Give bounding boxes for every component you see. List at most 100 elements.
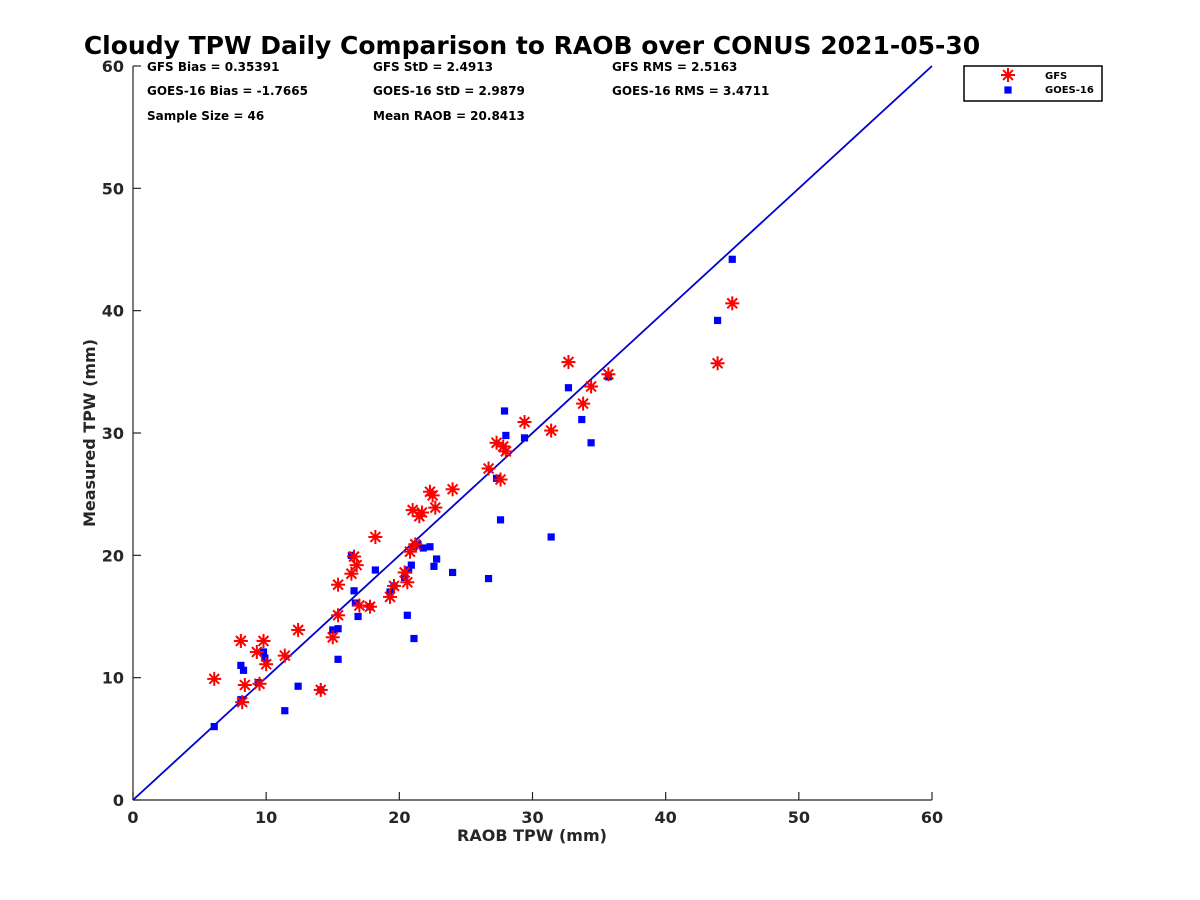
gfs-point xyxy=(408,537,423,552)
goes16-point xyxy=(237,661,245,670)
goes16-point xyxy=(430,562,438,570)
goes16-point xyxy=(547,533,555,541)
goes16-point xyxy=(281,707,289,715)
goes16-point xyxy=(728,255,736,263)
y-tick-label: 60 xyxy=(102,57,124,76)
goes-bias-stat: GOES-16 Bias = -1.7665 xyxy=(147,84,308,98)
gfs-point xyxy=(233,633,248,648)
gfs-point xyxy=(256,633,271,648)
gfs-point xyxy=(428,500,443,515)
gfs-point xyxy=(725,296,740,311)
goes16-point xyxy=(347,551,355,559)
y-tick-label: 50 xyxy=(102,179,124,198)
goes16-point xyxy=(484,574,493,583)
reference-line xyxy=(132,65,933,801)
goes16-point xyxy=(492,474,501,482)
gfs-point xyxy=(517,414,532,429)
goes16-point xyxy=(239,666,248,674)
gfs-point xyxy=(352,598,367,613)
gfs-point xyxy=(252,676,267,691)
gfs-point xyxy=(498,444,513,459)
gfs-bias-stat: GFS Bias = 0.35391 xyxy=(147,60,279,74)
gfs-point xyxy=(710,356,725,371)
goes16-point xyxy=(294,682,302,690)
x-tick-label: 40 xyxy=(655,808,677,827)
gfs-point xyxy=(402,544,417,559)
y-tick-label: 10 xyxy=(102,669,124,688)
gfs-point xyxy=(481,461,496,476)
legend-gfs-marker xyxy=(1001,68,1015,82)
goes16-point xyxy=(371,566,379,574)
gfs-point xyxy=(576,396,591,411)
goes16-point xyxy=(714,316,722,325)
goes16-point xyxy=(587,439,595,447)
goes16-point xyxy=(502,431,510,440)
gfs-point xyxy=(400,575,415,590)
goes16-point xyxy=(426,543,434,551)
goes16-point xyxy=(407,561,415,569)
y-tick-label: 40 xyxy=(102,302,124,321)
gfs-rms-stat: GFS RMS = 2.5163 xyxy=(612,60,737,74)
chart-title: Cloudy TPW Daily Comparison to RAOB over… xyxy=(84,31,980,60)
goes16-point xyxy=(496,516,505,524)
x-tick-label: 0 xyxy=(127,808,138,827)
goes16-point xyxy=(419,544,427,552)
goes16-point xyxy=(520,434,529,442)
gfs-point xyxy=(414,505,429,520)
goes16-point xyxy=(564,384,573,392)
goes-rms-stat: GOES-16 RMS = 3.4711 xyxy=(612,84,769,98)
gfs-point xyxy=(425,488,440,503)
y-tick-label: 0 xyxy=(113,791,124,810)
gfs-point xyxy=(544,423,559,438)
goes16-point xyxy=(210,723,218,731)
x-tick-label: 30 xyxy=(521,808,543,827)
gfs-point xyxy=(249,644,264,659)
goes16-point xyxy=(329,626,337,634)
goes16-point xyxy=(449,568,457,577)
gfs-point xyxy=(561,355,576,370)
x-tick-label: 20 xyxy=(388,808,410,827)
goes16-point xyxy=(354,612,362,621)
mean-raob-stat: Mean RAOB = 20.8413 xyxy=(373,109,525,123)
legend: GFS GOES-16 xyxy=(963,65,1103,102)
gfs-asterisk-icon xyxy=(1001,68,1015,82)
gfs-point xyxy=(344,566,359,581)
y-tick-label: 30 xyxy=(102,424,124,443)
legend-box xyxy=(963,65,1103,102)
gfs-point xyxy=(259,657,274,672)
goes16-square-icon xyxy=(1004,86,1012,94)
gfs-point xyxy=(237,678,252,693)
gfs-point xyxy=(383,589,398,604)
y-axis-label: Measured TPW (mm) xyxy=(80,339,99,527)
gfs-point xyxy=(331,608,346,623)
goes16-point xyxy=(410,634,418,643)
legend-goes-marker xyxy=(1004,86,1012,94)
goes16-point xyxy=(350,587,358,595)
goes16-point xyxy=(261,654,269,662)
gfs-point xyxy=(397,565,412,580)
plot-axes: 0 10 20 30 40 50 60 0 10 20 30 40 50 60 xyxy=(102,57,943,827)
data-points xyxy=(207,255,740,731)
y-tick-label: 20 xyxy=(102,546,124,565)
gfs-point xyxy=(363,599,378,614)
gfs-point xyxy=(325,630,340,645)
goes16-point xyxy=(405,566,413,574)
x-tick-label: 60 xyxy=(921,808,943,827)
gfs-point xyxy=(601,367,616,382)
gfs-point xyxy=(291,622,306,637)
gfs-point xyxy=(207,671,222,686)
gfs-point xyxy=(313,682,328,697)
gfs-point xyxy=(584,379,599,394)
gfs-point xyxy=(445,482,460,497)
goes16-point xyxy=(334,625,342,633)
gfs-point xyxy=(235,695,250,710)
goes16-point xyxy=(351,599,359,607)
goes16-point xyxy=(334,655,342,663)
goes-std-stat: GOES-16 StD = 2.9879 xyxy=(373,84,525,98)
gfs-point xyxy=(493,472,508,487)
legend-gfs-label: GFS xyxy=(1045,71,1067,82)
gfs-point xyxy=(331,577,346,592)
gfs-point xyxy=(387,578,402,593)
x-tick-label: 50 xyxy=(788,808,810,827)
